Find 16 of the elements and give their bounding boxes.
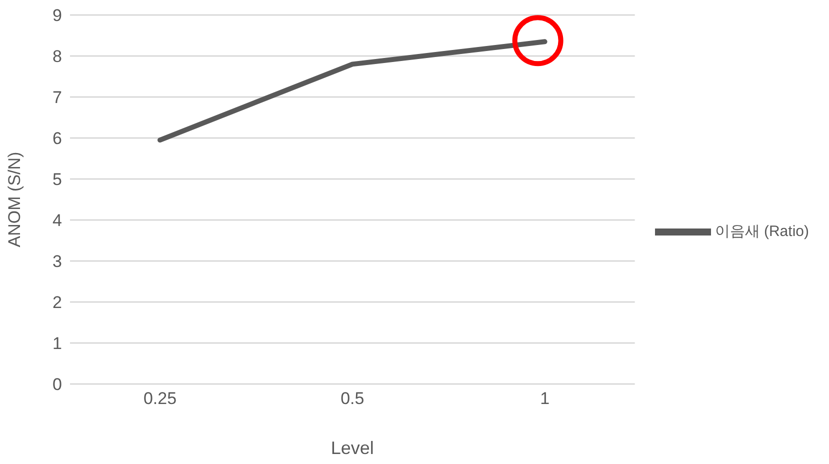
y-tick-label: 5	[52, 170, 62, 190]
x-tick-label: 0.5	[340, 389, 364, 408]
y-tick-label: 4	[52, 211, 62, 230]
y-tick-label: 0	[52, 375, 62, 394]
y-tick-label: 7	[52, 88, 62, 108]
y-tick-label: 3	[52, 252, 62, 272]
x-axis-title: Level	[330, 438, 374, 458]
y-tick-label: 9	[52, 6, 62, 26]
y-axis-title: ANOM (S/N)	[5, 152, 24, 248]
x-tick-label: 1	[540, 389, 550, 408]
y-tick-label: 2	[52, 293, 62, 312]
x-tick-label: 0.25	[143, 389, 177, 408]
y-tick-label: 6	[52, 129, 62, 148]
y-tick-label: 1	[52, 334, 62, 354]
y-tick-label: 8	[52, 47, 62, 66]
legend-label: 이음새 (Ratio)	[714, 222, 809, 240]
